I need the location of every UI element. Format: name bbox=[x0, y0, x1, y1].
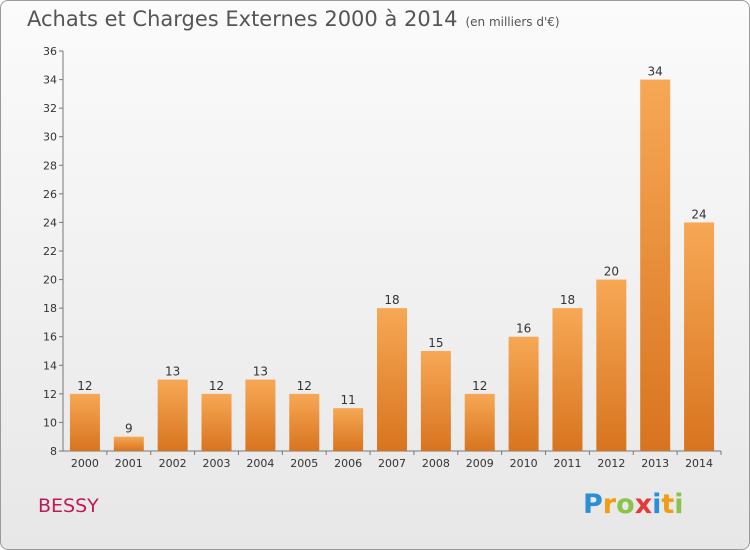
x-tick-label: 2005 bbox=[290, 457, 318, 470]
bar-value-label: 16 bbox=[516, 322, 531, 336]
y-tick-label: 34 bbox=[43, 74, 57, 87]
bar-2010 bbox=[508, 336, 539, 451]
bar-2009 bbox=[464, 393, 495, 451]
bar-value-label: 13 bbox=[165, 365, 180, 379]
x-tick-label: 2011 bbox=[553, 457, 581, 470]
y-tick-label: 20 bbox=[43, 274, 57, 287]
title-unit: (en milliers d'€) bbox=[465, 15, 560, 29]
bar-2006 bbox=[333, 408, 364, 451]
logo-letter: i bbox=[674, 489, 684, 520]
x-tick-label: 2000 bbox=[71, 457, 99, 470]
bar-2004 bbox=[245, 379, 276, 451]
x-tick-label: 2014 bbox=[685, 457, 713, 470]
logo-letter: o bbox=[616, 489, 635, 520]
bar-2013 bbox=[640, 79, 671, 452]
bar-2001 bbox=[113, 436, 144, 451]
y-tick-label: 24 bbox=[43, 216, 57, 229]
logo-letter: r bbox=[602, 489, 617, 520]
bar-value-label: 15 bbox=[428, 336, 443, 350]
bar-value-label: 9 bbox=[125, 422, 133, 436]
y-tick-label: 18 bbox=[43, 302, 57, 315]
bar-2012 bbox=[596, 279, 627, 451]
x-tick-label: 2004 bbox=[246, 457, 274, 470]
logo-letter: t bbox=[661, 489, 675, 520]
y-tick-label: 36 bbox=[43, 45, 57, 58]
title-text: Achats et Charges Externes 2000 à 2014 bbox=[27, 7, 458, 31]
x-tick-label: 2012 bbox=[597, 457, 625, 470]
bar-2007 bbox=[377, 308, 407, 451]
bar-2003 bbox=[201, 393, 232, 451]
bar-2000 bbox=[69, 393, 100, 451]
x-tick-label: 2003 bbox=[203, 457, 231, 470]
bar-value-label: 12 bbox=[77, 379, 92, 393]
bar-2014 bbox=[684, 222, 715, 451]
chart-title: Achats et Charges Externes 2000 à 2014 (e… bbox=[27, 7, 560, 31]
bar-value-label: 11 bbox=[340, 393, 355, 407]
bar-value-label: 12 bbox=[472, 379, 487, 393]
x-tick-label: 2006 bbox=[334, 457, 362, 470]
proxiti-logo[interactable]: Proxiti bbox=[583, 489, 684, 520]
bar-2005 bbox=[289, 393, 320, 451]
bar-2002 bbox=[157, 379, 188, 451]
bar-value-label: 20 bbox=[604, 265, 619, 279]
bar-value-label: 34 bbox=[648, 65, 663, 79]
bar-2008 bbox=[420, 351, 451, 451]
y-tick-label: 14 bbox=[43, 359, 57, 372]
x-tick-label: 2007 bbox=[378, 457, 406, 470]
bar-value-label: 24 bbox=[691, 207, 706, 221]
x-tick-label: 2013 bbox=[641, 457, 669, 470]
x-tick-label: 2002 bbox=[159, 457, 187, 470]
y-tick-label: 22 bbox=[43, 245, 57, 258]
x-tick-label: 2001 bbox=[115, 457, 143, 470]
y-tick-label: 8 bbox=[50, 445, 57, 458]
bar-value-label: 18 bbox=[560, 293, 575, 307]
bar-value-label: 13 bbox=[253, 365, 268, 379]
bar-value-label: 12 bbox=[209, 379, 224, 393]
x-tick-label: 2008 bbox=[422, 457, 450, 470]
bar-2011 bbox=[552, 308, 583, 451]
bar-value-label: 18 bbox=[384, 293, 399, 307]
y-tick-label: 26 bbox=[43, 188, 57, 201]
city-name: BESSY bbox=[38, 495, 99, 517]
bar-value-label: 12 bbox=[297, 379, 312, 393]
y-tick-label: 10 bbox=[43, 416, 57, 429]
y-tick-label: 28 bbox=[43, 159, 57, 172]
y-tick-label: 12 bbox=[43, 388, 57, 401]
y-tick-label: 16 bbox=[43, 331, 57, 344]
x-tick-label: 2009 bbox=[466, 457, 494, 470]
logo-letter: P bbox=[583, 489, 603, 520]
logo-letter: x bbox=[634, 489, 653, 520]
y-tick-label: 30 bbox=[43, 131, 57, 144]
logo-letter: i bbox=[652, 489, 662, 520]
y-tick-label: 32 bbox=[43, 102, 57, 115]
x-tick-label: 2010 bbox=[510, 457, 538, 470]
